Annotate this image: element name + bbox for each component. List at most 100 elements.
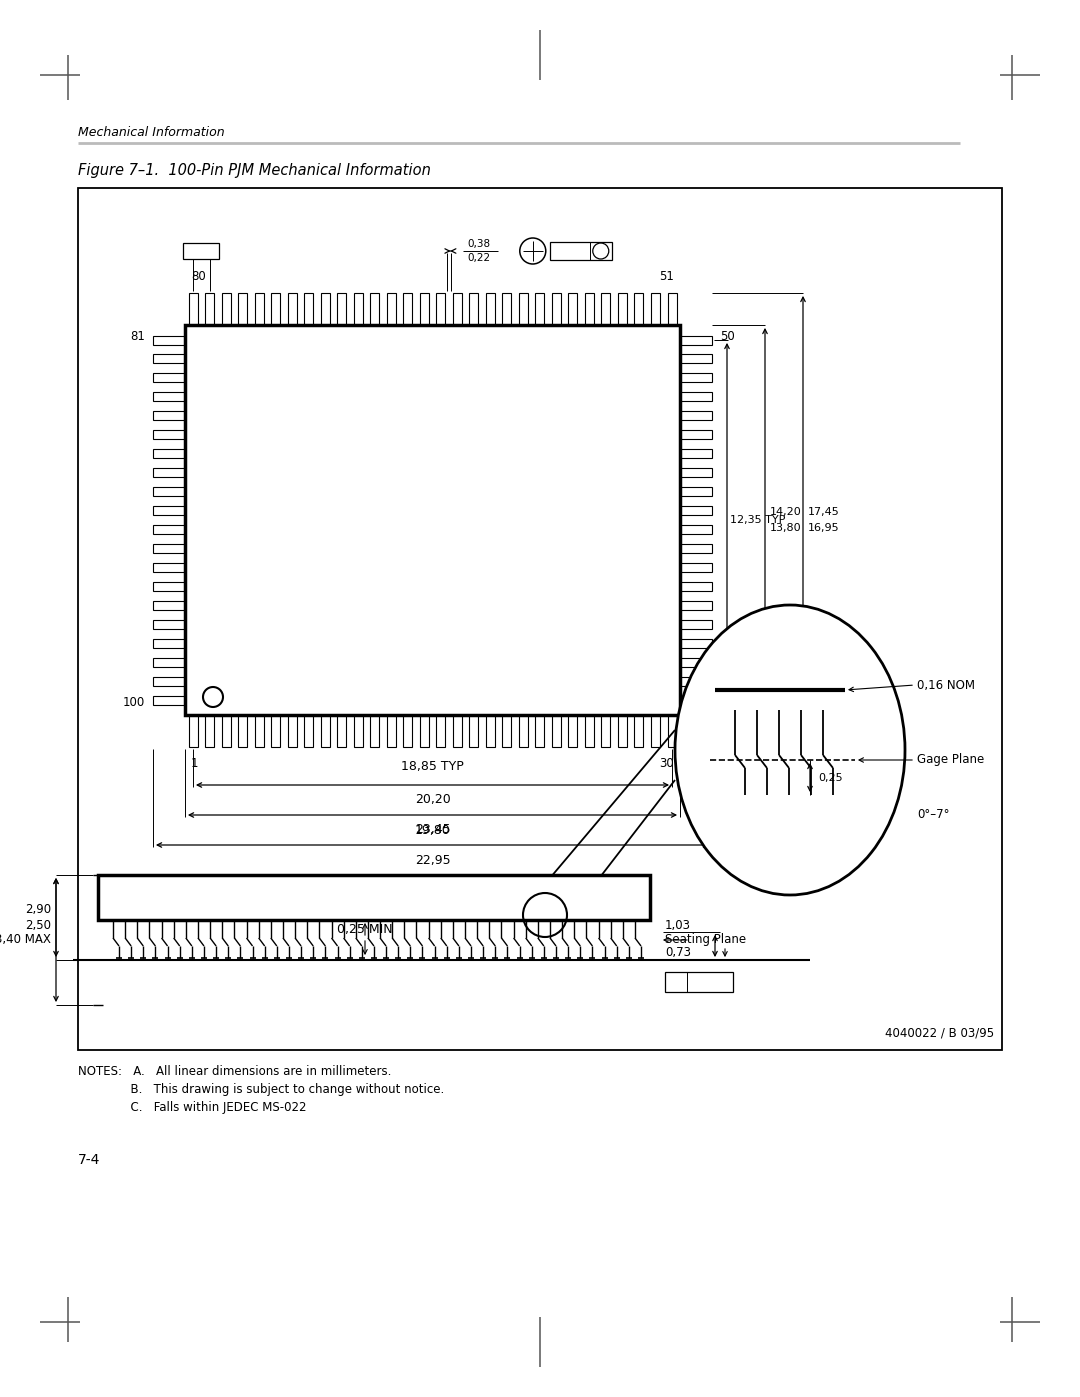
Bar (221, 715, 230, 747)
Bar (153, 468, 185, 478)
Bar (518, 293, 528, 326)
Bar (634, 293, 644, 326)
Text: 81: 81 (130, 331, 145, 344)
Text: 20,20: 20,20 (415, 793, 450, 806)
Bar (420, 715, 429, 747)
Text: 0,65: 0,65 (190, 246, 213, 256)
Bar (337, 715, 347, 747)
Ellipse shape (675, 605, 905, 895)
Bar (680, 696, 712, 704)
Text: ⊓: ⊓ (671, 975, 680, 989)
Bar (153, 373, 185, 383)
Text: 31: 31 (720, 697, 734, 710)
Bar (552, 293, 561, 326)
Bar (680, 601, 712, 609)
Text: 16,95: 16,95 (808, 522, 839, 534)
Bar (205, 293, 214, 326)
Bar (153, 563, 185, 571)
Bar (238, 293, 247, 326)
Bar (153, 581, 185, 591)
Bar (680, 638, 712, 648)
Bar (665, 972, 733, 992)
Text: 1: 1 (191, 757, 199, 770)
Bar (680, 658, 712, 666)
Bar (552, 715, 561, 747)
Bar (680, 468, 712, 478)
Bar (189, 293, 198, 326)
Bar (271, 715, 280, 747)
Bar (287, 293, 297, 326)
Text: 4040022 / B 03/95: 4040022 / B 03/95 (885, 1027, 994, 1039)
Bar (667, 715, 676, 747)
Bar (568, 715, 578, 747)
Text: 0°–7°: 0°–7° (917, 809, 949, 821)
Bar (436, 293, 445, 326)
Text: 19,80: 19,80 (415, 824, 450, 837)
Text: 0,25 MIN: 0,25 MIN (337, 923, 393, 936)
Bar (353, 293, 363, 326)
Bar (255, 293, 264, 326)
Bar (287, 715, 297, 747)
Text: 0,73: 0,73 (665, 946, 691, 958)
Bar (337, 293, 347, 326)
Bar (370, 293, 379, 326)
Bar (255, 715, 264, 747)
Text: 0,25: 0,25 (818, 773, 842, 782)
Bar (153, 506, 185, 515)
Bar (403, 293, 413, 326)
Bar (153, 696, 185, 704)
Text: 2,90: 2,90 (25, 902, 51, 916)
Bar (153, 676, 185, 686)
Bar (634, 715, 644, 747)
Bar (370, 715, 379, 747)
Bar (602, 715, 610, 747)
Text: 0,22: 0,22 (468, 253, 491, 263)
Text: C.   Falls within JEDEC MS-022: C. Falls within JEDEC MS-022 (78, 1101, 307, 1113)
Bar (680, 355, 712, 363)
Text: 22,95: 22,95 (415, 854, 450, 868)
Text: 50: 50 (720, 331, 734, 344)
Text: Mechanical Information: Mechanical Information (78, 126, 225, 138)
Text: 7-4: 7-4 (78, 1153, 100, 1166)
Bar (680, 581, 712, 591)
Bar (618, 715, 627, 747)
Bar (585, 715, 594, 747)
Text: 0,10: 0,10 (698, 977, 723, 988)
Bar (680, 506, 712, 515)
Text: B.   This drawing is subject to change without notice.: B. This drawing is subject to change wit… (78, 1083, 444, 1097)
Bar (470, 715, 478, 747)
Bar (680, 411, 712, 420)
Bar (453, 715, 462, 747)
Bar (238, 715, 247, 747)
Bar (153, 430, 185, 439)
Text: 3,40 MAX: 3,40 MAX (0, 933, 51, 947)
Bar (153, 658, 185, 666)
Bar (680, 543, 712, 553)
Bar (153, 411, 185, 420)
Bar (321, 715, 329, 747)
Bar (153, 450, 185, 458)
Bar (153, 355, 185, 363)
Text: Figure 7–1.  100-Pin PJM Mechanical Information: Figure 7–1. 100-Pin PJM Mechanical Infor… (78, 162, 431, 177)
Bar (502, 715, 511, 747)
Text: 0,16 NOM: 0,16 NOM (917, 679, 975, 692)
Bar (680, 488, 712, 496)
Bar (536, 293, 544, 326)
Text: 17,45: 17,45 (808, 507, 840, 517)
Bar (680, 525, 712, 534)
Bar (536, 715, 544, 747)
Text: 100: 100 (123, 697, 145, 710)
Bar (78, 189, 1002, 1051)
Text: M: M (597, 246, 605, 256)
Text: 12,35 TYP: 12,35 TYP (730, 515, 785, 525)
Bar (403, 715, 413, 747)
Bar (680, 393, 712, 401)
Bar (602, 293, 610, 326)
Bar (387, 715, 395, 747)
Bar (680, 450, 712, 458)
Bar (185, 326, 680, 715)
Bar (436, 715, 445, 747)
Bar (305, 715, 313, 747)
Text: 51: 51 (659, 270, 674, 284)
Bar (98, 875, 650, 921)
